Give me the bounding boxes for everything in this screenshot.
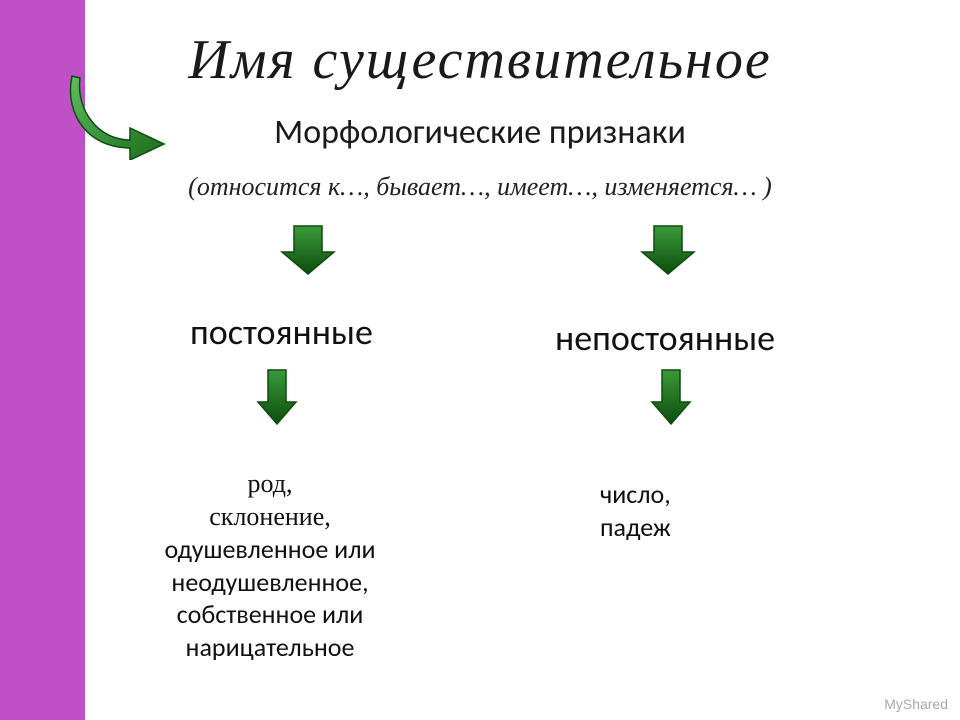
down-arrow-icon [650,368,692,431]
left-details: род, склонение, одушевленное или неодуше… [115,468,425,663]
slide-subtitle: Морфологические признаки [0,112,960,153]
slide-title: Имя существительное [0,28,960,92]
left-details-serif: род, склонение, [115,468,425,533]
right-heading: непостоянные [555,316,775,360]
hint-text: (относится к…, бывает…, имеет…, изменяет… [0,172,960,202]
right-details: число, падеж [600,478,780,543]
watermark: MyShared [884,696,948,712]
down-arrow-icon [256,368,298,431]
down-arrow-icon [280,224,336,281]
left-details-sans: одушевленное или неодушевленное, собстве… [115,533,425,663]
left-heading: постоянные [190,310,373,354]
down-arrow-icon [640,224,696,281]
